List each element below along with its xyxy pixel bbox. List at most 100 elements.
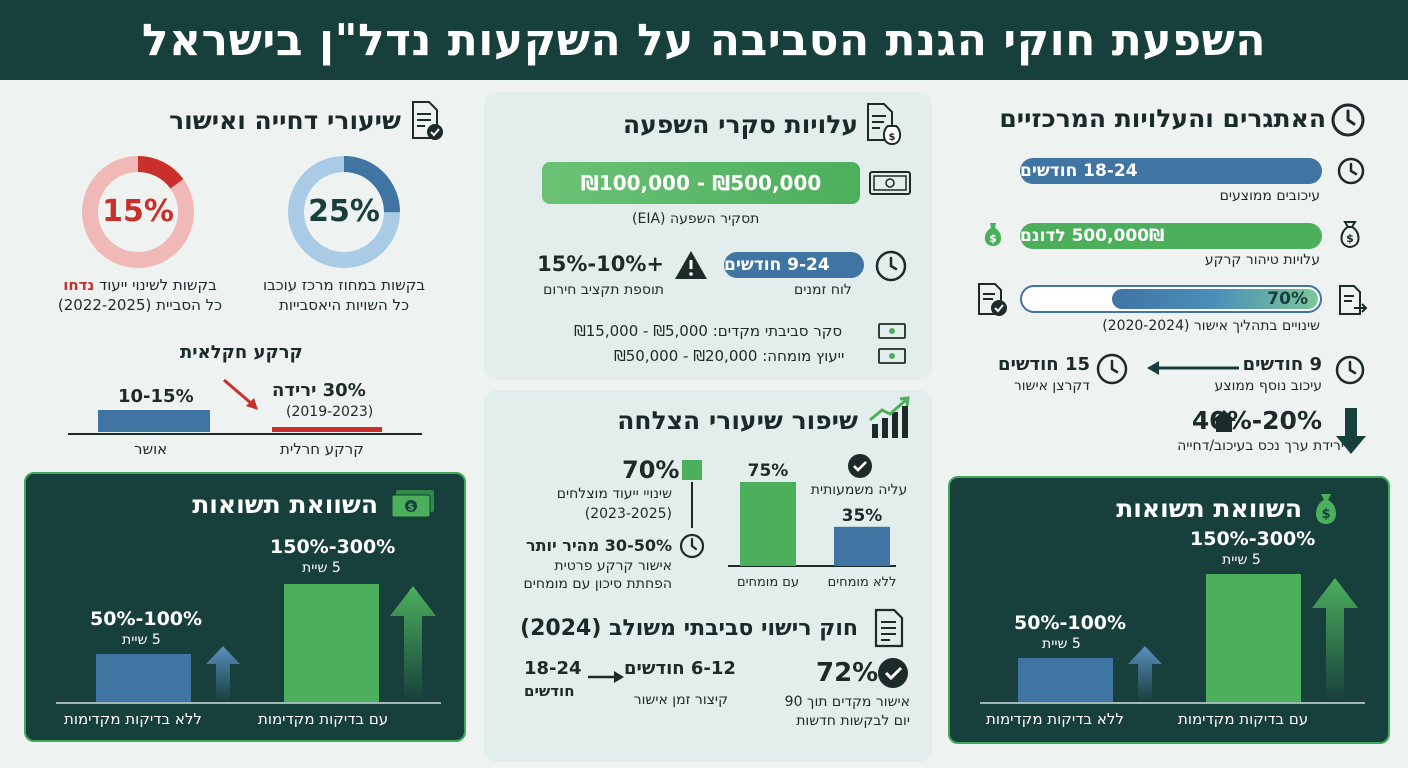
donut-delay-label-1: בקשות במחוז מרכז עוכבו	[262, 276, 426, 294]
returns-baseline	[980, 702, 1365, 704]
returns-without-label: ללא בדיקות מקדימות	[64, 710, 202, 728]
time-to: 6-12 חודשים	[624, 658, 736, 679]
approval-label-2: יום לבקשות חדשות	[796, 713, 910, 729]
document-check-icon	[412, 101, 443, 140]
arrow-down-icon	[1336, 408, 1366, 454]
approval-label-1: אישור מקדים תוך 90	[784, 694, 910, 710]
expert-label: ייעוץ מומחה: ₪20,000 - ₪50,000	[614, 347, 845, 365]
donut-reject-label-2: כל הסביית (2022-2025)	[57, 296, 223, 314]
timeline-pill: 9-24 חודשים	[724, 252, 864, 278]
bar-with-experts-label: עם מומחים	[737, 575, 799, 590]
agri-label: קרקע חרלית	[280, 440, 364, 458]
clock-icon	[1337, 157, 1365, 185]
time-from-unit: חודשים	[524, 682, 575, 700]
returns-box-left: השוואת תשואות $ 150%-300% 5 שיית 50%-100…	[24, 472, 466, 742]
eia-pill: ₪100,000 - ₪500,000	[542, 162, 860, 204]
law-section: חוק רישוי סביבתי משולב (2024) 72% אישור …	[484, 600, 932, 760]
money-bag-icon: $	[1340, 221, 1360, 249]
arrow-left-icon	[1147, 361, 1239, 375]
returns-low-years: 5 שיית	[122, 632, 161, 648]
document-exchange-icon	[1339, 285, 1368, 315]
donut-delay-label-2: כל השויות היאסבייות	[278, 296, 410, 314]
returns-low-bar	[96, 654, 191, 702]
svg-text:$: $	[1346, 232, 1354, 245]
money-bag-icon: $	[1316, 494, 1336, 524]
svg-text:$: $	[408, 502, 415, 513]
drop-years: (2019-2023)	[286, 404, 374, 420]
law-title: חוק רישוי סביבתי משולב (2024)	[520, 616, 858, 641]
returns-box-right: השוואת תשואות $ 150%-300% 5 שיית 50%-100…	[948, 476, 1390, 744]
eia-label: תסקיר השפעה (EIA)	[632, 211, 760, 227]
returns-high-years: 5 שיית	[1222, 552, 1261, 568]
approval-value: 72%	[816, 658, 879, 688]
zoning-years: (2023-2025)	[584, 506, 672, 522]
document-check-icon	[978, 283, 1007, 316]
arrow-up-icon	[1312, 578, 1358, 702]
changes-progress-fill	[1112, 289, 1318, 309]
drop-value: 30% ירידה	[272, 380, 366, 401]
corridor-value: 15 חודשים	[998, 354, 1090, 375]
approved-label: אושר	[134, 440, 168, 458]
arrow-down-right-icon	[223, 378, 258, 410]
arrow-up-icon	[206, 646, 240, 702]
page-header: השפעת חוקי הגנת הסביבה על השקעות נדל"ן ב…	[0, 0, 1408, 80]
value-drop-label: ירידת ערך נכס בעיכוב/דחייה	[1177, 438, 1344, 454]
reject-donut	[82, 156, 194, 268]
arrow-up-icon	[1128, 646, 1162, 702]
extra-delay-value: 9 חודשים	[1242, 354, 1322, 375]
returns-with-label: עם בדיקות מקדימות	[258, 710, 389, 728]
donut-reject-value: 15%	[102, 194, 174, 229]
extra-delay-label: עיכוב נוסף ממוצע	[1214, 378, 1322, 394]
rise-label: עליה משמעותית	[810, 482, 908, 498]
success-title: שיפור שיעורי הצלחה	[617, 406, 858, 435]
returns-high-bar	[1206, 574, 1301, 702]
approved-value: 10-15%	[118, 386, 194, 407]
returns-title: השוואת תשואות	[1116, 494, 1302, 523]
zoning-square	[682, 460, 702, 480]
house-icon	[1212, 410, 1236, 432]
cash-stack-icon: $	[391, 490, 434, 518]
returns-high-value: 150%-300%	[270, 536, 396, 558]
returns-high-years: 5 שיית	[302, 560, 341, 576]
donut-arc	[288, 156, 400, 268]
bar-with-experts-value: 75%	[748, 461, 789, 481]
delay-donut	[288, 156, 400, 268]
expert-bar-chart: 75% עם מומחים 35% ללא מומחים	[728, 461, 896, 590]
donut-delay-value: 25%	[308, 194, 380, 229]
clock-icon	[1096, 353, 1128, 385]
zoning-value: 70%	[622, 456, 680, 484]
zoning-line	[691, 482, 693, 528]
cash-icon	[869, 171, 911, 195]
zoning-label: שינויי ייעוד מוצלחים	[556, 486, 672, 502]
time-label: קיצור זמן אישור	[633, 692, 728, 708]
center-success-panel: שיפור שיעורי הצלחה 70% שינויי ייעוד מוצל…	[484, 390, 932, 762]
donut-arc	[82, 156, 194, 268]
cleanup-pill: 500,000₪ לדונם	[1020, 223, 1322, 249]
returns-high-bar	[284, 584, 379, 702]
document-money-icon: $	[867, 103, 902, 146]
faster-value: 30-50% מהיר יותר	[525, 536, 672, 555]
returns-low-value: 50%-100%	[90, 608, 203, 630]
returns-title: השוואת תשואות	[192, 490, 378, 519]
returns-low-years: 5 שיית	[1042, 636, 1081, 652]
returns-without-label: ללא בדיקות מקדימות	[986, 710, 1124, 728]
left-column: שיעורי דחייה ואישור 25% בקשות במחוז מרכז…	[10, 90, 475, 762]
check-circle-icon	[848, 454, 872, 478]
agri-title: קרקע חקלאית	[180, 342, 303, 363]
check-circle-icon	[878, 658, 908, 688]
drop-bar	[272, 427, 382, 432]
returns-low-value: 50%-100%	[1014, 612, 1127, 634]
challenges-title: האתגרים והעלויות המרכזיים	[999, 104, 1326, 133]
clock-icon	[679, 533, 705, 559]
page-title: השפעת חוקי הגנת הסביבה על השקעות נדל"ן ב…	[141, 14, 1267, 66]
document-icon	[874, 608, 904, 648]
corridor-label: דקרצן אישור	[1013, 378, 1090, 394]
center-costs-panel: עלויות סקרי השפעה $ ₪100,000 - ₪500,000 …	[484, 92, 932, 380]
survey-label: סקר סביבתי מקדים: ₪5,000 - ₪15,000	[574, 322, 843, 340]
arrow-up-icon	[390, 586, 436, 702]
cash-icon	[878, 348, 906, 364]
changes-label: שינויים בתהליך אישור (2020-2024)	[1102, 318, 1320, 334]
budget-value: +10%-15%	[537, 252, 664, 276]
approved-bar	[98, 410, 210, 432]
faster-label-2: הפחתת סיכון עם מומחים	[523, 576, 673, 592]
